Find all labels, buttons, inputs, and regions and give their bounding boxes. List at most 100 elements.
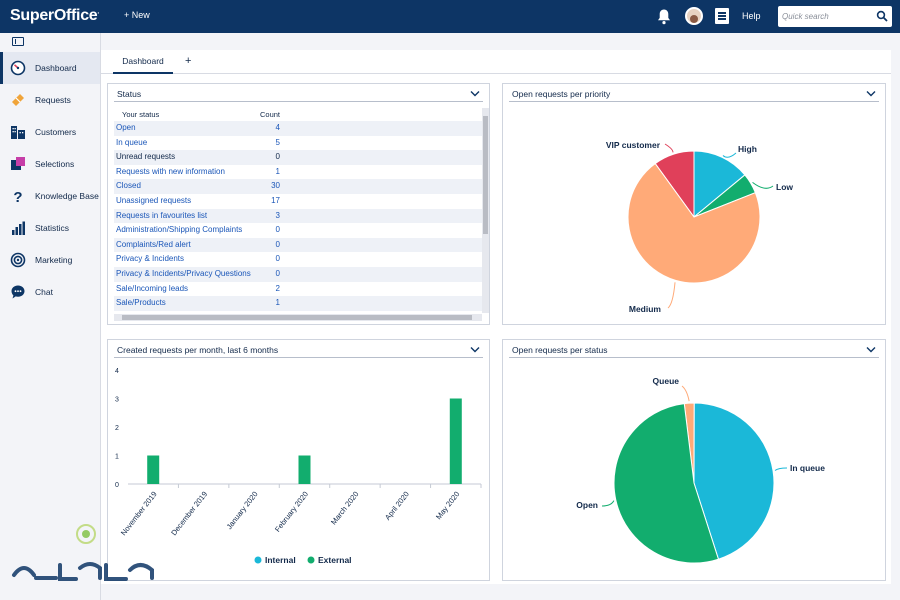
status-count[interactable]: 2	[275, 283, 280, 293]
pie-slice-in-queue[interactable]	[693, 402, 775, 560]
chevron-down-icon[interactable]	[470, 89, 480, 98]
status-pie-panel: Open requests per status Queue In queue Op…	[502, 339, 886, 581]
chat-bubble-icon	[11, 285, 25, 299]
y-tick-label: 4	[115, 368, 119, 375]
status-count[interactable]: 0	[275, 239, 280, 249]
status-count[interactable]: 0	[275, 269, 280, 278]
sidebar-item-label: Chat	[35, 287, 53, 297]
scroll-thumb[interactable]	[122, 315, 472, 320]
document-menu-icon[interactable]	[715, 8, 729, 24]
quick-search-input[interactable]	[782, 9, 874, 24]
status-label[interactable]: Administration/Shipping Complaints	[116, 225, 243, 235]
status-label[interactable]: In queue	[116, 137, 148, 147]
chevron-down-icon[interactable]	[866, 345, 876, 354]
sidebar: Dashboard Requests Customers	[0, 33, 101, 600]
panel-header: Open requests per priority	[509, 87, 879, 102]
status-label[interactable]: Sale/Incoming leads	[116, 283, 189, 293]
status-label[interactable]: Requests with new information	[116, 166, 225, 176]
sidebar-item-marketing[interactable]: Marketing	[0, 244, 100, 276]
table-row[interactable]: Requests in favourites list 3	[114, 208, 488, 224]
sidebar-item-statistics[interactable]: Statistics	[0, 212, 100, 244]
pie-leader-line	[774, 467, 788, 471]
status-count[interactable]: 0	[275, 152, 280, 162]
sidebar-item-label: Dashboard	[35, 63, 77, 73]
pie-slice-high[interactable]	[693, 150, 746, 219]
chevron-down-icon[interactable]	[470, 345, 480, 354]
table-row[interactable]: Privacy & Incidents 0	[114, 252, 488, 267]
status-count[interactable]: 5	[275, 137, 280, 147]
status-count[interactable]: 4	[275, 123, 280, 132]
x-tick-label: March 2020	[329, 490, 360, 527]
status-label[interactable]: Complaints/Red alert	[116, 239, 191, 249]
scroll-thumb[interactable]	[483, 116, 488, 234]
sidebar-item-customers[interactable]: Customers	[0, 116, 100, 148]
sidebar-item-selections[interactable]: Selections	[0, 148, 100, 180]
help-link[interactable]: Help	[742, 11, 761, 21]
column-header-count: Count	[260, 110, 281, 119]
status-count[interactable]: 30	[271, 181, 280, 191]
horizontal-scrollbar[interactable]	[114, 314, 482, 321]
bell-icon[interactable]	[656, 8, 672, 25]
table-row[interactable]: Sale/Incoming leads 2	[114, 282, 488, 297]
pie-slice-open[interactable]	[613, 403, 720, 564]
status-label[interactable]: Privacy & Incidents	[116, 254, 185, 264]
table-row[interactable]: In queue 5	[114, 136, 488, 151]
status-label[interactable]: Sale/Products	[116, 298, 166, 308]
legend-label[interactable]: Internal	[265, 555, 296, 565]
panel-title: Created requests per month, last 6 month…	[117, 345, 279, 355]
status-label[interactable]: Requests in favourites list	[116, 210, 208, 220]
pie-label: High	[738, 144, 757, 154]
sidebar-item-label: Statistics	[35, 223, 70, 233]
selections-icon	[11, 157, 25, 170]
status-count[interactable]: 3	[275, 210, 280, 220]
question-mark-icon: ?	[13, 189, 22, 204]
legend-label[interactable]: External	[318, 555, 352, 565]
x-tick-label: December 2019	[169, 490, 209, 538]
search-icon[interactable]	[876, 10, 888, 22]
y-tick-label: 3	[115, 397, 119, 404]
user-avatar[interactable]	[685, 7, 703, 25]
bar-external-0[interactable]	[147, 455, 160, 485]
status-label[interactable]: Privacy & Incidents/Privacy Questions	[116, 269, 251, 278]
x-tick-label: February 2020	[273, 490, 310, 534]
status-count[interactable]: 1	[275, 166, 280, 176]
table-row[interactable]: Closed 30	[114, 179, 488, 194]
legend-swatch	[307, 556, 315, 564]
table-row[interactable]: Requests with new information 1	[114, 165, 488, 180]
pie-slice-medium[interactable]	[627, 162, 761, 284]
bar-external-6[interactable]	[449, 398, 462, 485]
status-label[interactable]: Unread requests	[116, 152, 176, 162]
status-count[interactable]: 0	[275, 254, 280, 264]
table-row[interactable]: Sale/Products 1	[114, 296, 488, 311]
pie-label: Open	[576, 500, 598, 510]
tab-dashboard[interactable]: Dashboard	[113, 50, 173, 74]
table-row[interactable]: Unread requests 0	[114, 150, 488, 165]
panel-header: Created requests per month, last 6 month…	[114, 343, 483, 358]
priority-pie-chart: VIP customer High Low Medium	[606, 140, 794, 314]
sidebar-item-dashboard[interactable]: Dashboard	[0, 52, 100, 84]
new-button[interactable]: + New	[124, 10, 150, 20]
bar-external-3[interactable]	[298, 455, 311, 485]
collapse-sidebar-icon[interactable]	[12, 37, 24, 46]
status-count[interactable]: 1	[275, 298, 280, 308]
sidebar-item-chat[interactable]: Chat	[0, 276, 100, 308]
vertical-scrollbar[interactable]	[482, 108, 489, 313]
table-row[interactable]: Open 4	[114, 121, 488, 136]
chevron-down-icon[interactable]	[866, 89, 876, 98]
status-count[interactable]: 17	[271, 196, 280, 205]
table-row[interactable]: Complaints/Red alert 0	[114, 237, 488, 253]
table-row[interactable]: Unassigned requests 17	[114, 194, 488, 209]
status-label[interactable]: Open	[116, 123, 136, 132]
pie-leader-line	[752, 181, 774, 189]
app-logo[interactable]: SuperOffice.	[10, 7, 100, 24]
status-count[interactable]: 0	[275, 225, 280, 235]
add-tab-button[interactable]: +	[185, 55, 192, 67]
sidebar-item-requests[interactable]: Requests	[0, 84, 100, 116]
table-row[interactable]: Privacy & Incidents/Privacy Questions 0	[114, 267, 488, 282]
sidebar-item-knowledge-base[interactable]: ? Knowledge Base	[0, 180, 100, 212]
table-row[interactable]: Administration/Shipping Complaints 0	[114, 223, 488, 238]
y-tick-label: 1	[115, 454, 119, 461]
status-label[interactable]: Closed	[116, 181, 141, 191]
status-label[interactable]: Unassigned requests	[116, 196, 192, 205]
column-header-status: Your status	[122, 110, 160, 119]
